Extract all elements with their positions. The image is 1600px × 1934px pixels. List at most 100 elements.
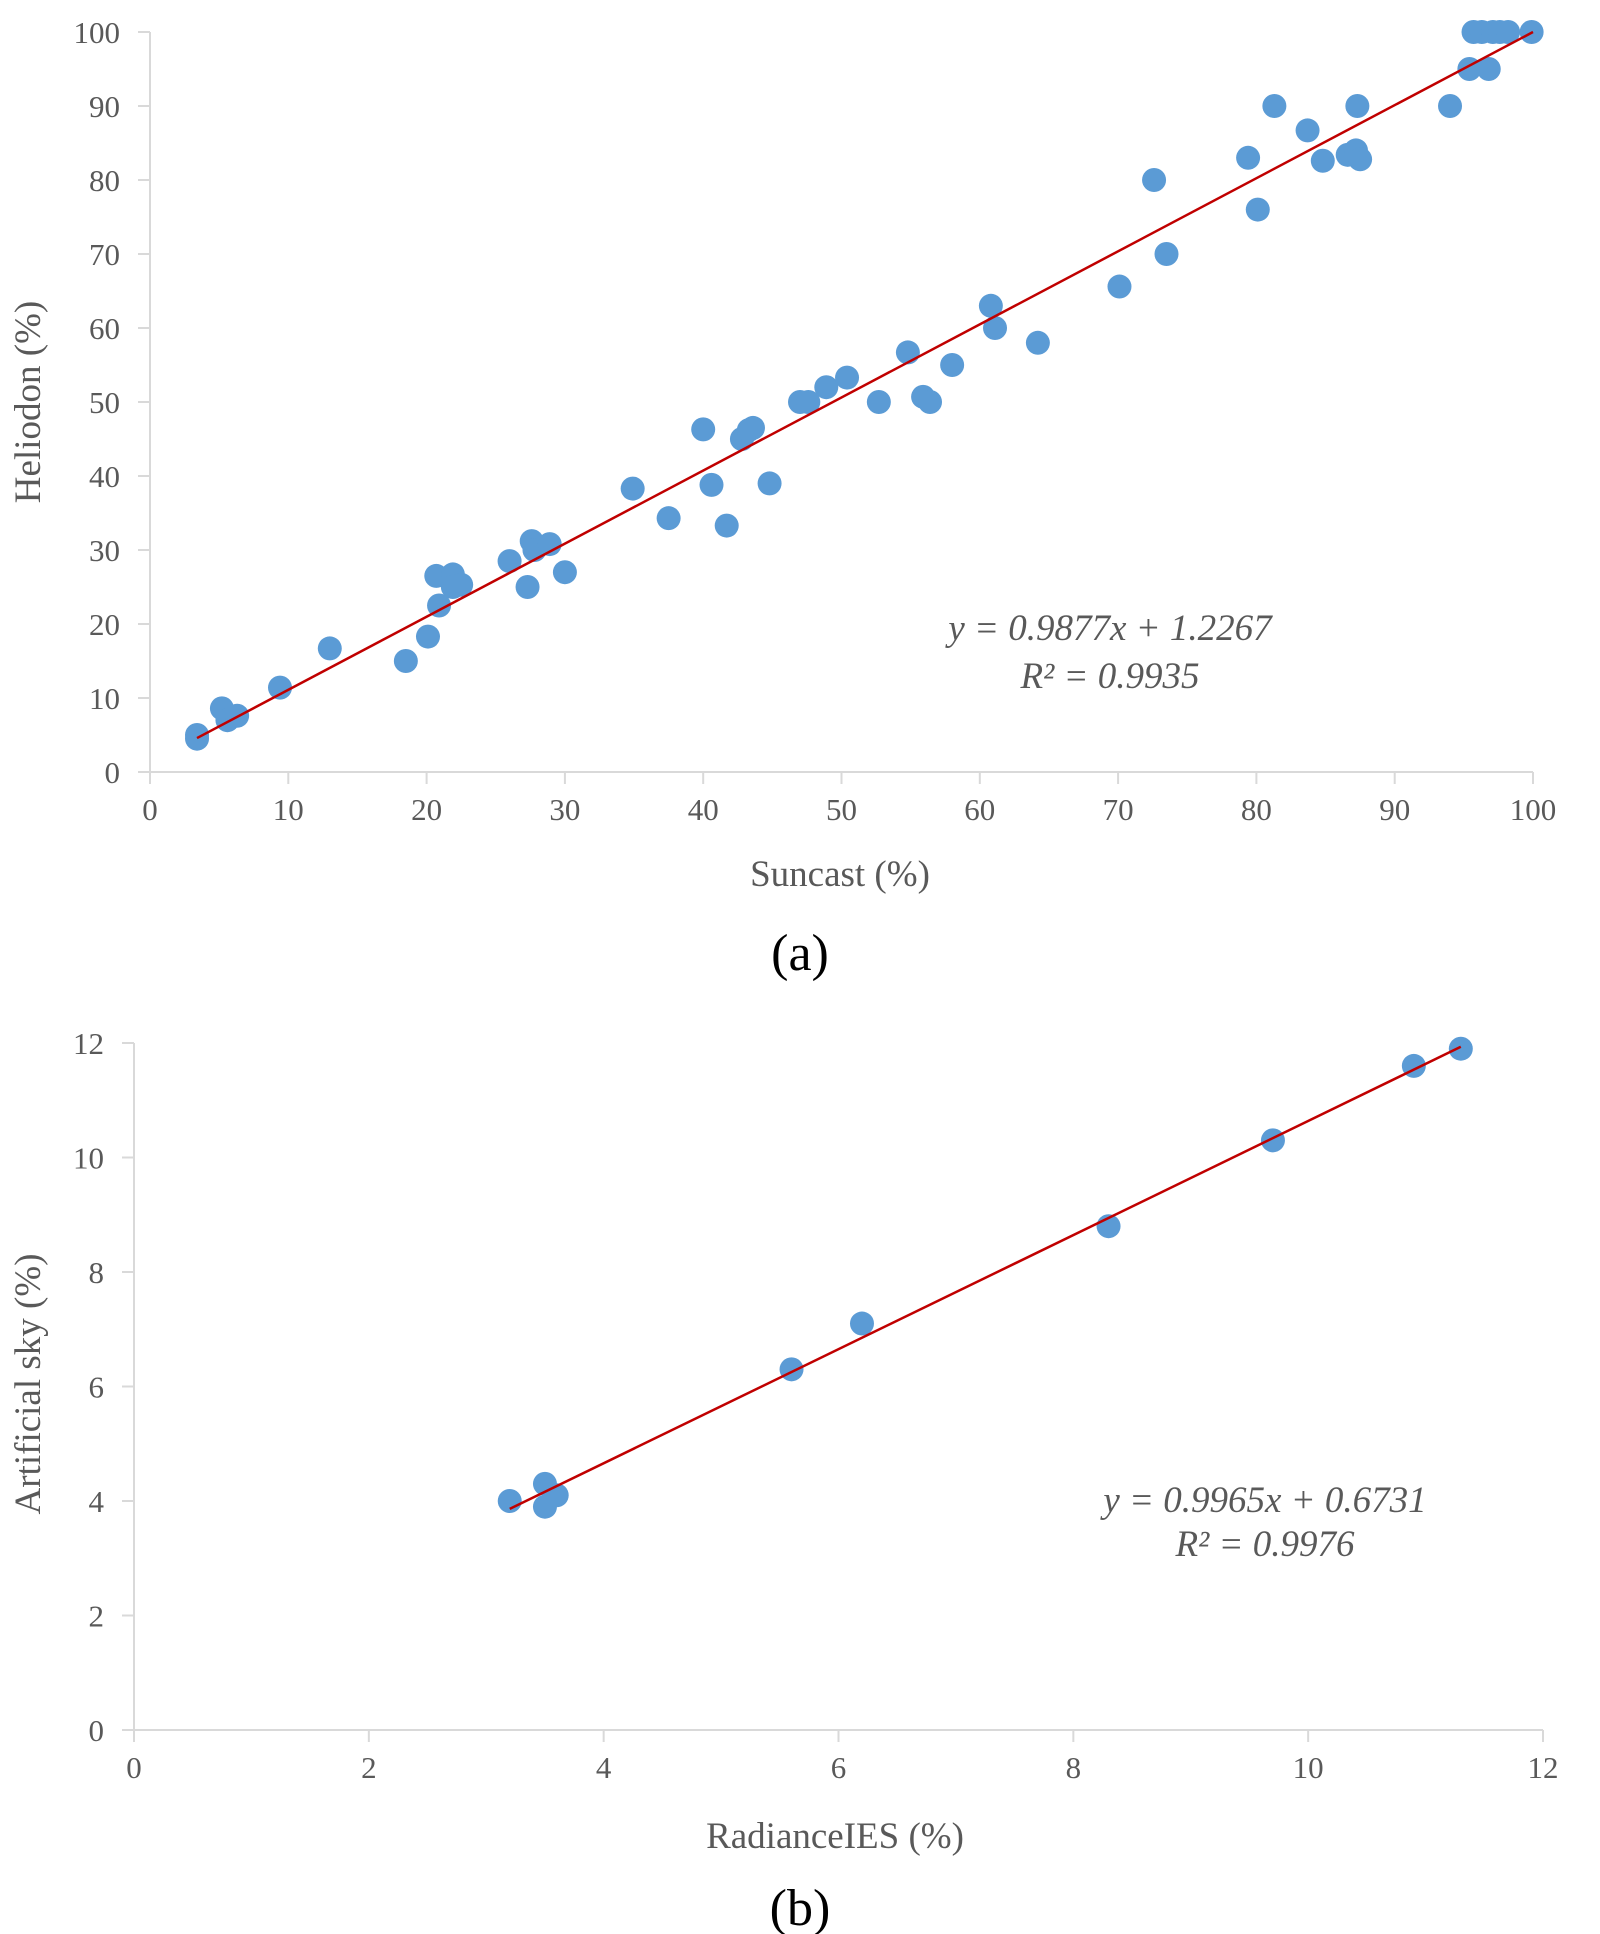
data-point-a bbox=[757, 471, 782, 496]
x-axis-title-b: RadianceIES (%) bbox=[706, 1816, 964, 1857]
data-point-a bbox=[835, 365, 860, 390]
data-point-a bbox=[1236, 145, 1261, 170]
data-point-a bbox=[317, 636, 342, 661]
y-tick-label-b: 4 bbox=[89, 1484, 105, 1519]
panel-label-a: (a) bbox=[771, 925, 829, 982]
y-tick-label-a: 80 bbox=[89, 163, 120, 198]
data-point-a bbox=[656, 506, 681, 531]
data-point-a bbox=[268, 675, 293, 700]
data-point-a bbox=[978, 293, 1003, 318]
y-tick-label-a: 50 bbox=[89, 385, 120, 420]
data-point-a bbox=[1310, 148, 1335, 173]
data-point-a bbox=[1295, 118, 1320, 143]
scatter-chart-a: 0 10 20 30 40 50 60 70 80 90 100 0 10 20 30 40 50 60 70 80… bbox=[8, 15, 1556, 982]
data-point-b bbox=[779, 1357, 804, 1382]
equation-line-a: y = 0.9877x + 1.2267 bbox=[944, 608, 1273, 649]
x-tick-label-b: 8 bbox=[1066, 1750, 1082, 1785]
data-point-a bbox=[918, 390, 943, 414]
data-point-b bbox=[1448, 1036, 1473, 1061]
y-tick-labels-b: 0 2 4 6 8 10 12 bbox=[73, 1026, 105, 1748]
y-tick-label-a: 90 bbox=[89, 89, 120, 124]
data-point-a bbox=[1107, 274, 1132, 299]
y-tick-label-b: 8 bbox=[89, 1255, 105, 1290]
data-points-a bbox=[185, 20, 1544, 751]
y-tick-label-b: 2 bbox=[89, 1599, 105, 1634]
trendline-b bbox=[509, 1045, 1462, 1511]
equation-line-b: y = 0.9965x + 0.6731 bbox=[1099, 1480, 1426, 1521]
x-tick-label-b: 0 bbox=[126, 1750, 142, 1785]
y-axis-title-a: Heliodon (%) bbox=[8, 301, 49, 503]
data-point-b bbox=[1260, 1128, 1285, 1153]
x-tick-label-a: 10 bbox=[273, 792, 304, 827]
data-point-a bbox=[1348, 147, 1373, 172]
x-tick-label-a: 60 bbox=[964, 792, 995, 827]
x-tick-label-b: 4 bbox=[596, 1750, 612, 1785]
data-point-a bbox=[1142, 168, 1167, 192]
x-tick-label-b: 2 bbox=[361, 1750, 377, 1785]
data-point-a bbox=[714, 513, 739, 538]
data-point-a bbox=[552, 560, 577, 585]
r-squared-b: R² = 0.9976 bbox=[1175, 1524, 1355, 1565]
data-point-a bbox=[515, 575, 540, 599]
data-point-a bbox=[691, 417, 716, 442]
data-point-a bbox=[1496, 20, 1521, 44]
y-tick-label-a: 30 bbox=[89, 533, 120, 568]
data-point-a bbox=[185, 726, 210, 751]
x-tick-label-b: 10 bbox=[1293, 1750, 1324, 1785]
y-tick-label-a: 10 bbox=[89, 681, 120, 716]
data-point-a bbox=[940, 353, 965, 377]
data-point-a bbox=[1262, 94, 1287, 118]
y-tick-label-a: 0 bbox=[105, 755, 121, 790]
x-tick-label-b: 12 bbox=[1528, 1750, 1559, 1785]
data-point-a bbox=[699, 472, 724, 497]
x-tick-label-a: 40 bbox=[688, 792, 719, 827]
y-tick-label-a: 40 bbox=[89, 459, 120, 494]
x-tick-labels-a: 0 10 20 30 40 50 60 70 80 90 100 bbox=[142, 792, 1556, 827]
x-tick-label-a: 20 bbox=[411, 792, 442, 827]
r-squared-a: R² = 0.9935 bbox=[1020, 656, 1200, 697]
y-tick-label-a: 100 bbox=[74, 15, 121, 50]
y-axis-title-b: Artificial sky (%) bbox=[8, 1254, 49, 1515]
data-point-a bbox=[1245, 197, 1270, 222]
axes-b bbox=[122, 1042, 1544, 1742]
data-point-a bbox=[427, 593, 452, 618]
data-point-a bbox=[415, 624, 440, 649]
data-point-a bbox=[814, 375, 839, 400]
data-point-a bbox=[1476, 57, 1501, 81]
x-axis-title-a: Suncast (%) bbox=[750, 854, 930, 895]
x-tick-label-a: 100 bbox=[1510, 792, 1557, 827]
data-point-a bbox=[895, 340, 920, 365]
data-point-b bbox=[497, 1489, 522, 1513]
x-tick-label-a: 70 bbox=[1103, 792, 1134, 827]
y-tick-label-a: 20 bbox=[89, 607, 120, 642]
data-point-a bbox=[736, 418, 761, 443]
x-tick-label-a: 0 bbox=[142, 792, 158, 827]
panel-label-b: (b) bbox=[770, 1880, 831, 1934]
data-point-a bbox=[1345, 94, 1370, 118]
data-point-a bbox=[497, 549, 522, 574]
data-points-b bbox=[497, 1036, 1473, 1519]
y-tick-label-b: 10 bbox=[73, 1141, 104, 1176]
y-tick-labels-a: 0 10 20 30 40 50 60 70 80 90 100 bbox=[74, 15, 121, 790]
data-point-a bbox=[620, 476, 645, 501]
x-tick-label-a: 50 bbox=[826, 792, 857, 827]
trendline-a bbox=[196, 30, 1534, 740]
y-tick-label-a: 60 bbox=[89, 311, 120, 346]
x-tick-label-a: 90 bbox=[1379, 792, 1410, 827]
data-point-a bbox=[983, 316, 1008, 340]
data-point-a bbox=[537, 532, 562, 557]
data-point-a bbox=[1025, 330, 1050, 355]
data-point-a bbox=[1438, 94, 1463, 118]
y-tick-label-b: 6 bbox=[89, 1370, 105, 1405]
axes-a bbox=[138, 31, 1534, 784]
scatter-chart-b: 0 2 4 6 8 10 12 0 2 4 6 8 10 12 y = 0.9965x + 0.6731… bbox=[8, 1026, 1559, 1934]
data-point-b bbox=[849, 1311, 874, 1336]
data-point-a bbox=[796, 390, 821, 414]
data-point-a bbox=[1154, 242, 1179, 266]
x-tick-labels-b: 0 2 4 6 8 10 12 bbox=[126, 1750, 1558, 1785]
y-tick-label-b: 0 bbox=[89, 1713, 105, 1748]
data-point-a bbox=[866, 390, 891, 414]
data-point-a bbox=[449, 572, 474, 597]
y-tick-label-a: 70 bbox=[89, 237, 120, 272]
